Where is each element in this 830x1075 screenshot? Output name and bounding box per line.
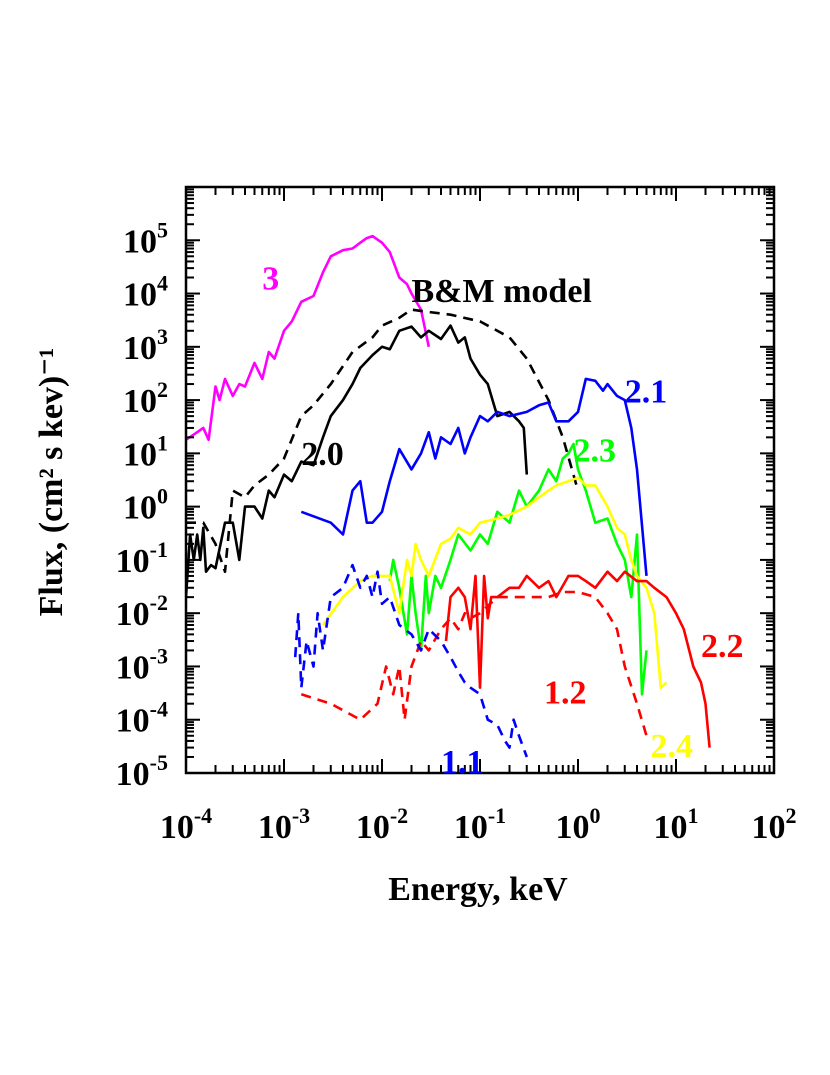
y-tick-label: 10-5 bbox=[116, 750, 168, 793]
series-layer bbox=[186, 234, 711, 758]
y-tick-label: 105 bbox=[123, 217, 168, 260]
series-line-1-1 bbox=[293, 563, 529, 758]
y-tick-label: 104 bbox=[123, 271, 168, 314]
y-tick-label: 10-4 bbox=[116, 697, 168, 740]
x-tick-label: 100 bbox=[556, 803, 601, 846]
series-line-2-2 bbox=[444, 570, 711, 748]
series-line-b-m-model bbox=[186, 308, 580, 573]
annotation-label: 2.3 bbox=[574, 433, 617, 470]
annotation-label: 1.1 bbox=[441, 744, 484, 781]
x-tick-label: 101 bbox=[654, 803, 699, 846]
y-tick-label: 103 bbox=[123, 324, 168, 367]
annotation-label: 2.0 bbox=[301, 436, 344, 473]
annotation-label: 2.1 bbox=[625, 374, 668, 411]
series-line-2-1 bbox=[300, 377, 648, 577]
x-tick-label: 10-3 bbox=[258, 803, 310, 846]
x-tick-label: 10-4 bbox=[160, 803, 212, 846]
series-line-2-0 bbox=[186, 324, 529, 598]
y-axis-label: Flux, (cm² s kev)⁻¹ bbox=[33, 348, 70, 617]
y-tick-label: 101 bbox=[123, 430, 168, 473]
annotation-label: B&M model bbox=[412, 273, 592, 310]
series-line-3 bbox=[186, 234, 431, 442]
annotation-label: 2.4 bbox=[651, 728, 694, 765]
y-tick-label: 10-1 bbox=[116, 537, 168, 580]
y-tick-labels: 105 104 103 102 101 100 10-1 10-2 10-3 10-4 10-5 bbox=[116, 217, 168, 793]
series-line-2-4 bbox=[321, 476, 668, 689]
x-tick-label: 10-1 bbox=[454, 803, 506, 846]
x-tick-label: 102 bbox=[752, 803, 797, 846]
annotation-label: 1.2 bbox=[544, 675, 587, 712]
y-tick-label: 102 bbox=[123, 377, 168, 420]
x-tick-label: 10-2 bbox=[356, 803, 408, 846]
y-tick-label: 100 bbox=[123, 484, 168, 527]
annotation-label: 3 bbox=[262, 260, 279, 297]
y-tick-label: 10-3 bbox=[116, 643, 168, 686]
x-tick-labels: 10-4 10-3 10-2 10-1 100 101 102 bbox=[160, 803, 797, 846]
series-line-2-3 bbox=[388, 442, 648, 696]
annotation-layer: 3 B&M model 2.0 2.12.3 2.2 1.2 2.4 1.1 bbox=[262, 260, 743, 781]
annotation-label: 2.2 bbox=[701, 628, 744, 665]
y-tick-label: 10-2 bbox=[116, 590, 168, 633]
x-axis-label: Energy, keV bbox=[388, 871, 568, 908]
series-line-1-2 bbox=[300, 590, 648, 737]
tick-layer bbox=[185, 187, 775, 774]
